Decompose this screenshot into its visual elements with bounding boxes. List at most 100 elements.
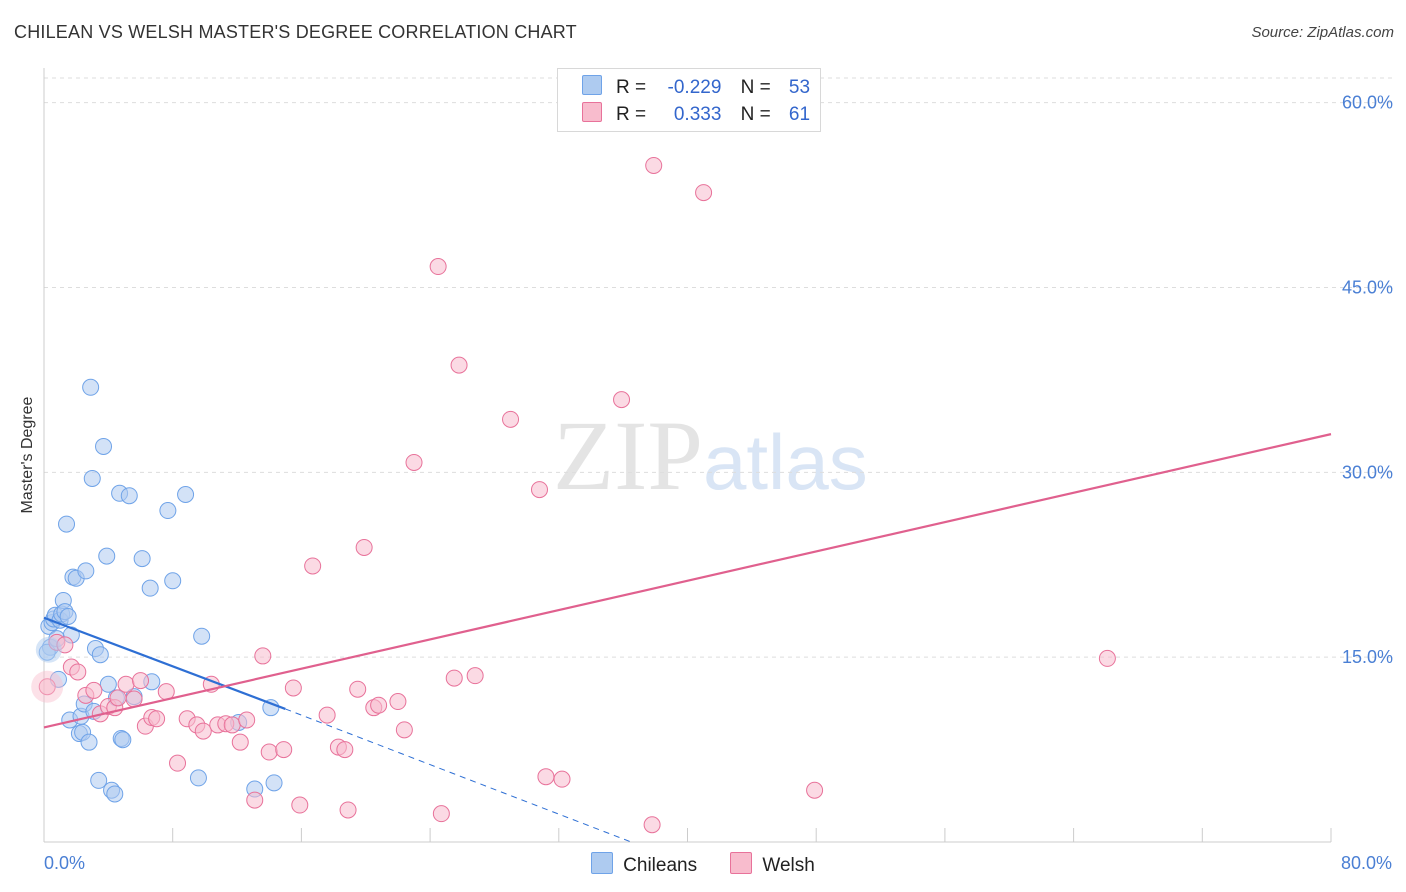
legend-n-value-welsh: 61 <box>788 104 811 125</box>
series-legend-welsh[interactable]: Welsh <box>730 852 815 877</box>
watermark-atlas: atlas <box>703 418 868 506</box>
point-welsh <box>85 681 103 699</box>
point-welsh <box>645 156 663 174</box>
point-welsh <box>148 710 166 728</box>
point-welsh <box>339 801 357 819</box>
point-welsh <box>336 741 354 759</box>
point-welsh <box>238 711 256 729</box>
source-label: Source: ZipAtlas.com <box>1251 24 1394 41</box>
point-welsh <box>806 781 824 799</box>
y-tick-label: 60.0% <box>1342 93 1393 113</box>
point-welsh <box>502 410 520 428</box>
point-welsh <box>291 796 309 814</box>
point-welsh <box>466 667 484 685</box>
y-tick-label: 45.0% <box>1342 277 1393 297</box>
point-welsh <box>117 675 135 693</box>
correlation-legend: R = -0.229 N = 53 R = 0.333 N = 61 <box>557 68 821 132</box>
point-welsh <box>38 678 56 696</box>
point-welsh <box>429 258 447 276</box>
point-welsh <box>450 356 468 374</box>
point-chileans <box>59 607 77 625</box>
point-chileans <box>120 487 138 505</box>
series-legend: Chileans Welsh <box>0 852 1406 877</box>
point-chileans <box>159 502 177 520</box>
legend-r-value-welsh: 0.333 <box>673 104 722 125</box>
series-legend-chileans[interactable]: Chileans <box>591 852 697 877</box>
point-chileans <box>114 731 132 749</box>
trend-extension-chileans <box>285 708 632 843</box>
point-chileans <box>80 733 98 751</box>
point-welsh <box>432 805 450 823</box>
point-chileans <box>265 774 283 792</box>
legend-n-label: N = <box>740 77 771 98</box>
point-chileans <box>98 547 116 565</box>
point-chileans <box>189 769 207 787</box>
series-label-welsh: Welsh <box>762 855 815 876</box>
legend-r-label: R = <box>616 104 647 125</box>
point-welsh <box>355 538 373 556</box>
point-welsh <box>194 722 212 740</box>
point-welsh <box>169 754 187 772</box>
point-chileans <box>95 437 113 455</box>
point-welsh <box>275 741 293 759</box>
point-chileans <box>90 771 108 789</box>
point-chileans <box>133 550 151 568</box>
point-welsh <box>254 647 272 665</box>
point-chileans <box>177 486 195 504</box>
chart-title: CHILEAN VS WELSH MASTER'S DEGREE CORRELA… <box>14 22 577 42</box>
x-tick-label-max: 80.0% <box>1341 853 1392 873</box>
series-label-chileans: Chileans <box>623 855 698 876</box>
legend-n-value-chileans: 53 <box>788 77 811 98</box>
point-welsh <box>246 791 264 809</box>
point-welsh <box>405 453 423 471</box>
point-chileans <box>35 636 62 663</box>
trend-line-chileans <box>43 616 286 710</box>
point-welsh <box>695 184 713 202</box>
trend-line-welsh <box>43 433 1332 729</box>
point-welsh <box>349 680 367 698</box>
point-welsh <box>69 663 87 681</box>
point-welsh <box>223 716 241 734</box>
point-welsh <box>370 696 388 714</box>
series-swatch-welsh <box>730 852 753 874</box>
point-welsh <box>231 733 249 751</box>
series-swatch-chileans <box>591 852 614 874</box>
point-chileans <box>193 627 211 645</box>
y-tick-label: 15.0% <box>1342 647 1393 667</box>
point-welsh <box>537 768 555 786</box>
legend-swatch-welsh <box>582 102 602 122</box>
point-welsh <box>445 669 463 687</box>
point-welsh <box>530 481 548 499</box>
point-welsh <box>553 770 571 788</box>
point-welsh <box>395 721 413 739</box>
point-chileans <box>99 675 117 693</box>
watermark-zip: ZIP <box>553 400 703 511</box>
legend-row-welsh: R = 0.333 N = 61 <box>582 102 810 126</box>
watermark: ZIPatlas <box>553 398 868 513</box>
point-chileans <box>106 785 124 803</box>
point-welsh <box>1098 649 1116 667</box>
point-chileans <box>164 572 182 590</box>
point-chileans <box>91 646 109 664</box>
y-tick-label: 30.0% <box>1342 462 1393 482</box>
legend-row-chileans: R = -0.229 N = 53 <box>582 75 810 99</box>
point-chileans <box>77 562 95 580</box>
point-welsh <box>318 706 336 724</box>
point-welsh <box>304 557 322 575</box>
point-welsh <box>284 679 302 697</box>
legend-r-value-chileans: -0.229 <box>667 77 722 98</box>
legend-swatch-chileans <box>582 75 602 95</box>
point-chileans <box>262 699 280 717</box>
legend-n-label: N = <box>740 104 771 125</box>
point-welsh <box>389 693 407 711</box>
point-chileans <box>83 469 101 487</box>
point-chileans <box>82 378 100 396</box>
point-welsh <box>613 391 631 409</box>
point-welsh <box>260 743 278 761</box>
point-chileans <box>58 515 76 533</box>
point-chileans <box>141 579 159 597</box>
legend-r-label: R = <box>616 77 647 98</box>
point-welsh <box>132 672 150 690</box>
point-welsh <box>643 816 661 834</box>
